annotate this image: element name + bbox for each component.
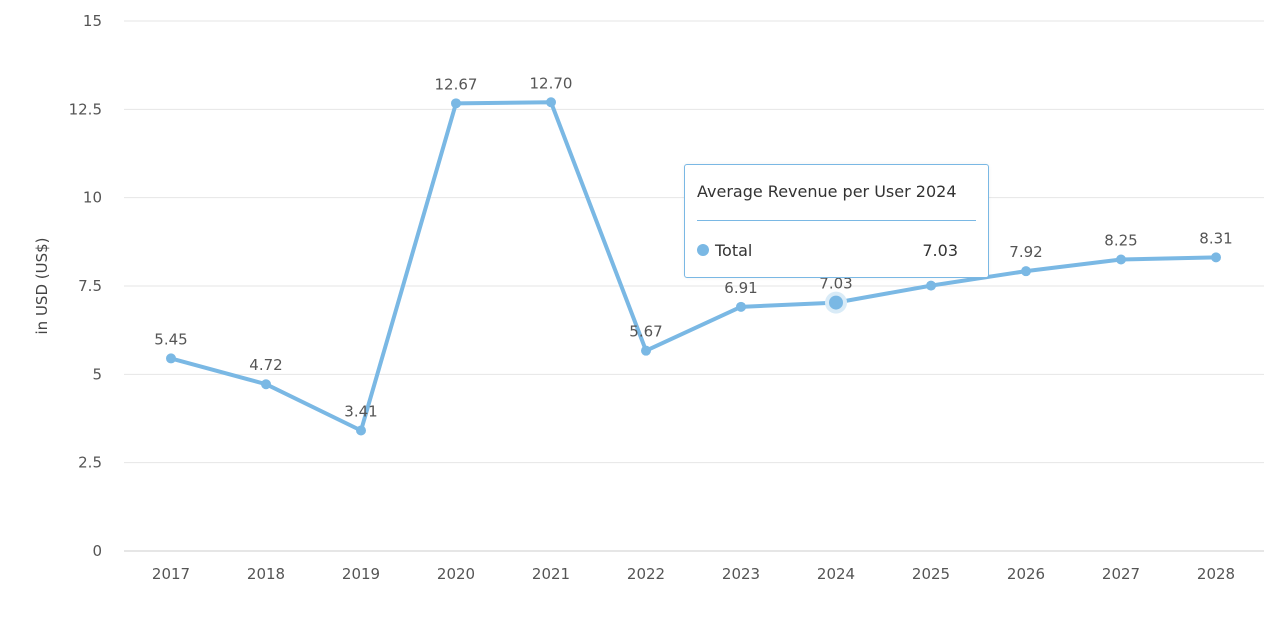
tooltip-title: Average Revenue per User 2024: [697, 182, 957, 201]
data-label: 12.67: [435, 75, 478, 93]
x-tick-label: 2025: [912, 565, 950, 583]
data-point[interactable]: [451, 98, 461, 109]
tooltip-value: 7.03: [922, 241, 958, 260]
data-point[interactable]: [166, 353, 176, 364]
x-tick-label: 2021: [532, 565, 570, 583]
y-tick-label: 15: [83, 12, 102, 30]
data-label: 7.03: [819, 275, 852, 293]
series-line: [169, 100, 1218, 433]
data-point[interactable]: [641, 345, 651, 356]
tooltip: Average Revenue per User 2024 Total 7.03: [684, 164, 989, 278]
y-axis-tick-labels: 0 2.5 5 7.5 10 12.5 15: [69, 12, 102, 560]
y-axis-title: in USD (US$): [33, 237, 51, 334]
data-point[interactable]: [1021, 266, 1031, 277]
data-label: 6.91: [724, 279, 757, 297]
data-label: 12.70: [530, 74, 573, 92]
grid-lines: [124, 20, 1264, 464]
data-point[interactable]: [829, 295, 843, 310]
data-label: 8.31: [1199, 229, 1232, 247]
tooltip-divider: [697, 220, 976, 221]
y-tick-label: 7.5: [78, 277, 102, 295]
data-point[interactable]: [1116, 254, 1126, 265]
data-point[interactable]: [736, 301, 746, 312]
tooltip-row: Total 7.03: [697, 241, 976, 260]
x-tick-label: 2026: [1007, 565, 1045, 583]
data-point[interactable]: [1211, 252, 1221, 263]
y-tick-label: 10: [83, 189, 102, 207]
data-point[interactable]: [356, 425, 366, 436]
tooltip-series-marker: [697, 243, 709, 256]
x-tick-label: 2017: [152, 565, 190, 583]
x-tick-label: 2028: [1197, 565, 1235, 583]
x-axis-tick-labels: 2017 2018 2019 2020 2021 2022 2023 2024 2025 2026…: [152, 565, 1235, 583]
data-point[interactable]: [261, 379, 271, 390]
x-tick-label: 2024: [817, 565, 855, 583]
data-label: 5.67: [629, 323, 662, 341]
x-tick-label: 2023: [722, 565, 760, 583]
tooltip-series-name: Total: [715, 241, 753, 260]
x-tick-label: 2027: [1102, 565, 1140, 583]
data-label: 8.25: [1104, 232, 1137, 250]
y-tick-label: 12.5: [69, 100, 102, 118]
data-labels: 5.45 4.72 3.41 12.67 12.70 5.67 6.91 7.03 7.92 8.…: [154, 74, 1232, 420]
data-point[interactable]: [546, 97, 556, 108]
series-total: [166, 97, 1221, 436]
x-tick-label: 2018: [247, 565, 285, 583]
x-tick-label: 2022: [627, 565, 665, 583]
data-label: 5.45: [154, 330, 187, 348]
data-label: 3.41: [344, 403, 377, 421]
data-label: 4.72: [249, 356, 282, 374]
y-tick-label: 5: [92, 365, 102, 383]
data-label: 7.92: [1009, 243, 1042, 261]
x-tick-label: 2019: [342, 565, 380, 583]
y-tick-label: 2.5: [78, 454, 102, 472]
y-tick-label: 0: [92, 542, 102, 560]
x-tick-label: 2020: [437, 565, 475, 583]
data-point[interactable]: [926, 280, 936, 291]
